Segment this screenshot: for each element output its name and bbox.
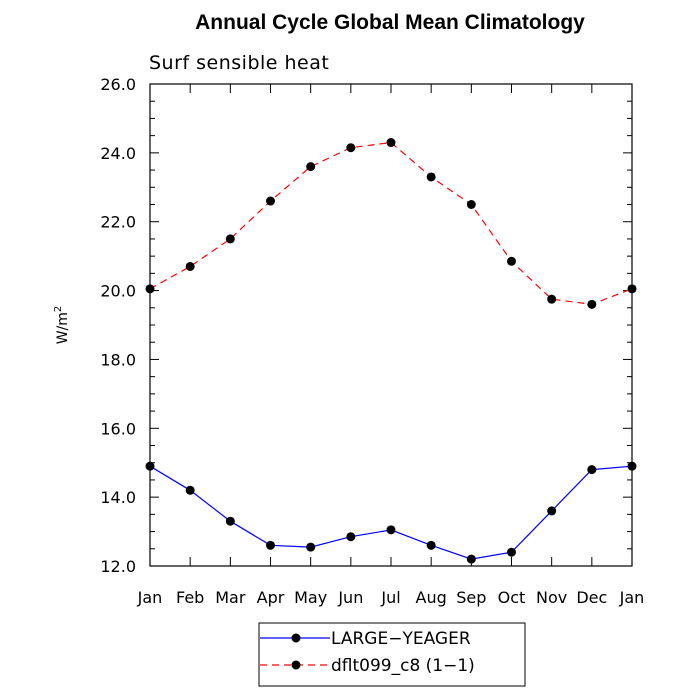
series-1-point <box>587 299 597 309</box>
x-tick-label: Jun <box>337 588 363 607</box>
svg-text:W/m2: W/m2 <box>53 306 71 345</box>
x-tick-label: May <box>294 588 327 607</box>
series-0-point <box>185 485 195 495</box>
series-0-point <box>426 540 436 550</box>
series-1-point <box>145 284 155 294</box>
series-0-point <box>627 461 637 471</box>
y-axis-label-superscript: 2 <box>53 306 64 312</box>
legend-label-dflt099: dflt099_c8 (1−1) <box>331 656 475 676</box>
x-tick-label: Jul <box>380 588 400 607</box>
series-0-point <box>547 506 557 516</box>
axes: 12.0 14.0 16.0 18.0 20.0 22.0 24.0 26.0 Jan Feb Ma… <box>100 75 644 607</box>
x-tick-label: Sep <box>456 588 486 607</box>
x-tick-label: Oct <box>498 588 526 607</box>
y-tick-label: 20.0 <box>100 282 136 301</box>
series-0-point <box>466 554 476 564</box>
y-tick-label: 22.0 <box>100 213 136 232</box>
y-tick-label: 12.0 <box>100 557 136 576</box>
series-1-point <box>386 138 396 148</box>
y-axis-label-text: W/m <box>55 312 71 344</box>
x-tick-label: Mar <box>215 588 246 607</box>
series-1-point <box>185 261 195 271</box>
legend-marker-dflt099 <box>291 660 301 670</box>
x-tick-label: Apr <box>257 588 285 607</box>
series-layer <box>145 138 637 564</box>
chart-subtitle: Surf sensible heat <box>149 52 329 74</box>
plot-frame <box>149 83 633 567</box>
series-0-point <box>507 547 516 557</box>
y-tick-label: 18.0 <box>100 350 136 369</box>
x-tick-label: Aug <box>416 588 447 607</box>
x-tick-label: Dec <box>576 588 607 607</box>
x-tick-label: Jan <box>137 588 163 607</box>
y-axis-label: W/m2 <box>53 306 71 345</box>
legend: LARGE−YEAGER dflt099_c8 (1−1) <box>258 622 526 687</box>
series-0-point <box>587 465 597 475</box>
series-1-point <box>225 234 235 244</box>
series-line-1 <box>149 141 633 305</box>
legend-label-large-yeager: LARGE−YEAGER <box>331 629 471 649</box>
series-0-point <box>306 542 316 552</box>
y-tick-label: 24.0 <box>100 144 136 163</box>
series-1-point <box>507 256 516 266</box>
x-tick-label: Nov <box>536 588 567 607</box>
series-1-point <box>547 294 557 304</box>
series-1-point <box>346 143 356 153</box>
series-1-point <box>426 172 436 182</box>
series-0-point <box>225 516 235 526</box>
series-1-point <box>266 196 275 206</box>
series-line-0 <box>149 465 633 560</box>
legend-box <box>258 622 526 687</box>
x-tick-label: Jan <box>619 588 645 607</box>
series-0-point <box>346 532 356 542</box>
legend-marker-large-yeager <box>291 633 301 643</box>
x-tick-label: Feb <box>176 588 204 607</box>
series-1-point <box>466 200 476 209</box>
y-tick-label: 16.0 <box>100 419 136 438</box>
series-0-point <box>386 525 396 535</box>
chart-title: Annual Cycle Global Mean Climatology <box>195 11 585 34</box>
series-0-point <box>266 540 275 550</box>
series-1-point <box>306 162 316 172</box>
series-0-point <box>145 461 155 471</box>
y-tick-label: 26.0 <box>100 75 136 94</box>
series-1-point <box>627 284 637 294</box>
y-tick-label: 14.0 <box>100 488 136 507</box>
